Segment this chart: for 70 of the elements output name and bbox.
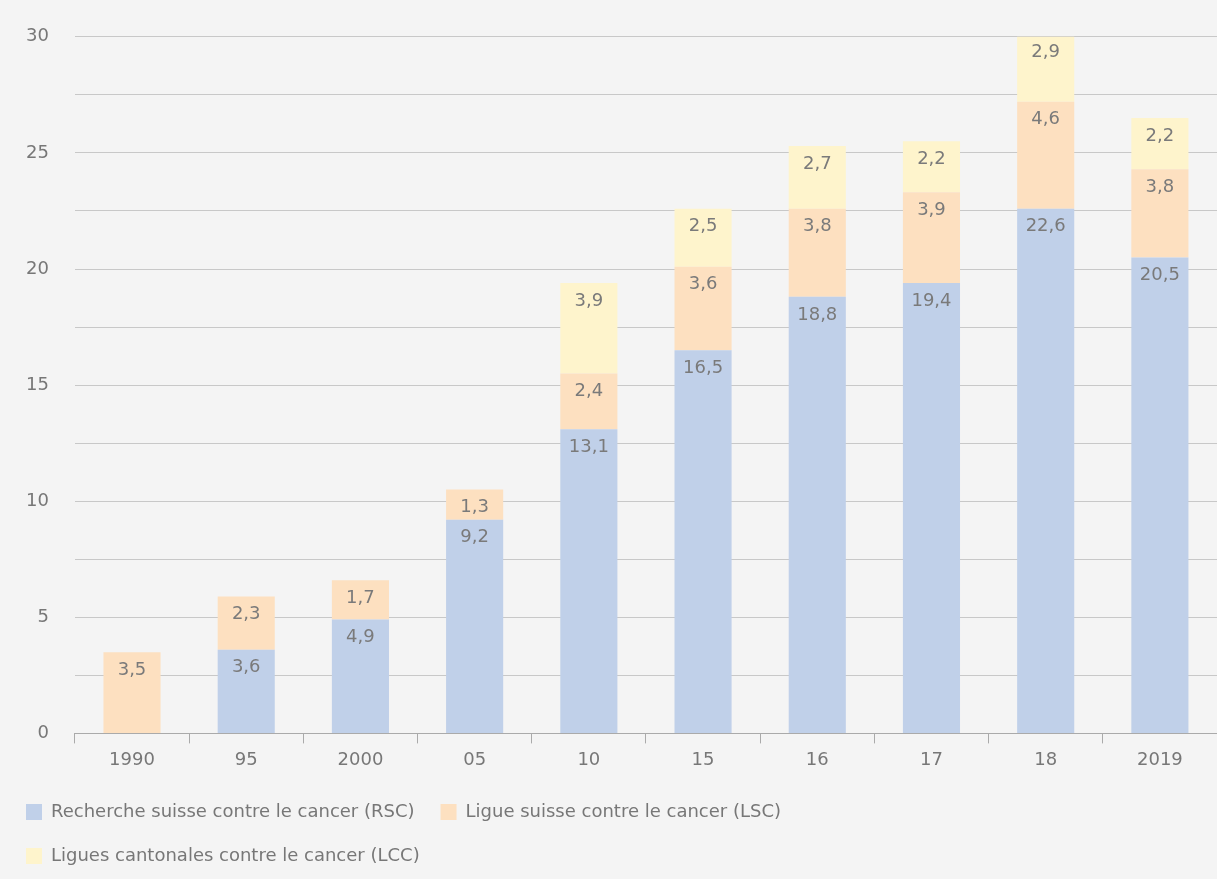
x-tick-label: 2000	[337, 747, 384, 769]
bar	[674, 350, 732, 733]
legend-label: Recherche suisse contre le cancer (RSC)	[51, 799, 415, 821]
legend-label: Ligue suisse contre le cancer (LSC)	[465, 799, 782, 821]
y-tick-label: 5	[37, 604, 49, 626]
data-label: 2,7	[802, 151, 832, 173]
data-label: 1,7	[346, 585, 375, 607]
y-tick-label: 30	[26, 24, 49, 46]
y-tick-label: 25	[26, 140, 49, 162]
bar	[446, 519, 504, 733]
bar	[1131, 118, 1189, 170]
y-tick-label: 15	[26, 372, 49, 394]
x-tick-label: 05	[463, 747, 487, 769]
y-tick-label: 20	[26, 256, 49, 278]
bar	[788, 296, 846, 733]
data-label: 4,9	[346, 625, 375, 647]
x-tick-label: 17	[920, 747, 943, 769]
data-label: 3,8	[1145, 174, 1175, 196]
bar	[1017, 208, 1075, 733]
x-tick-label: 1990	[109, 747, 155, 769]
data-label: 3,9	[917, 198, 946, 220]
data-label: 4,6	[1031, 107, 1061, 129]
data-label: 3,8	[802, 214, 832, 236]
bar	[1131, 169, 1189, 258]
data-label: 9,2	[460, 525, 489, 547]
x-tick-label: 2019	[1136, 747, 1183, 769]
x-tick-label: 16	[805, 747, 829, 769]
data-label: 3,6	[231, 655, 261, 677]
bar	[1017, 36, 1075, 102]
data-label: 20,5	[1139, 263, 1180, 285]
data-label: 2,5	[688, 214, 718, 236]
bar	[560, 373, 618, 430]
bar	[1017, 101, 1075, 209]
data-label: 18,8	[797, 302, 838, 324]
bar	[217, 596, 275, 650]
x-tick-label: 15	[691, 747, 715, 769]
data-label: 2,3	[231, 602, 261, 624]
data-label: 19,4	[911, 288, 952, 310]
y-tick-label: 10	[26, 488, 49, 510]
bar	[331, 580, 389, 620]
data-label: 3,6	[688, 272, 718, 294]
legend-label: Ligues cantonales contre le cancer (LCC)	[51, 843, 420, 865]
data-label: 3,5	[117, 657, 147, 679]
bar	[788, 208, 846, 297]
bar	[103, 652, 161, 733]
data-label: 2,9	[1031, 40, 1061, 62]
data-label: 16,5	[683, 355, 724, 377]
y-tick-label: 0	[37, 721, 49, 743]
bar	[902, 282, 961, 733]
bar	[674, 266, 732, 351]
bar	[1131, 257, 1189, 733]
data-label: 22,6	[1025, 214, 1066, 236]
data-label: 1,3	[460, 495, 489, 517]
bar	[217, 649, 275, 733]
bar	[902, 141, 961, 193]
data-label: 3,9	[574, 288, 604, 310]
data-label: 13,1	[568, 434, 609, 456]
x-tick-label: 10	[577, 747, 601, 769]
x-tick-label: 95	[234, 747, 258, 769]
data-label: 2,2	[1145, 123, 1175, 145]
bar	[902, 192, 961, 283]
bar	[446, 489, 504, 520]
bar	[560, 282, 618, 374]
bar	[560, 429, 618, 733]
x-tick-label: 18	[1034, 747, 1058, 769]
bar	[788, 145, 846, 209]
data-label: 2,2	[917, 146, 946, 168]
bar	[674, 208, 732, 267]
bar	[331, 619, 389, 733]
data-label: 2,4	[574, 379, 604, 401]
